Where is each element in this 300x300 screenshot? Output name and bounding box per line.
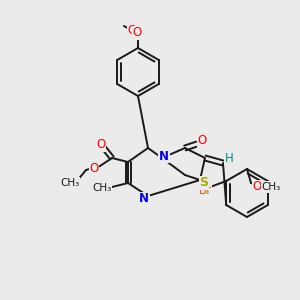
Text: Br: Br: [199, 184, 212, 196]
Text: O: O: [89, 161, 99, 175]
Text: S: S: [200, 176, 208, 190]
Text: CH₃: CH₃: [60, 178, 80, 188]
Text: O: O: [96, 139, 106, 152]
Text: O: O: [128, 23, 136, 37]
Text: N: N: [159, 149, 169, 163]
Text: N: N: [139, 193, 149, 206]
Text: CH₃: CH₃: [92, 183, 112, 193]
Text: O: O: [197, 134, 207, 148]
Text: O: O: [132, 26, 142, 40]
Text: O: O: [252, 181, 262, 194]
Text: CH₃: CH₃: [261, 182, 280, 192]
Text: H: H: [225, 152, 233, 166]
